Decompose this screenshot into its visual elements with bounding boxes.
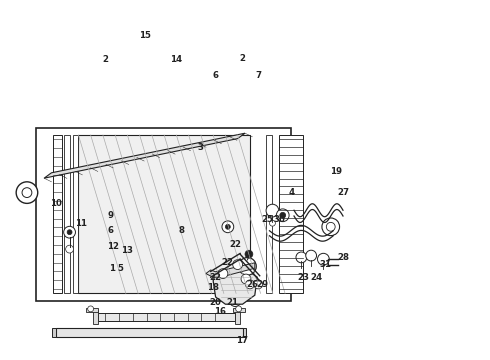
Text: 16: 16 [215, 307, 226, 316]
Text: 7: 7 [255, 71, 261, 80]
Circle shape [326, 222, 335, 231]
Bar [56, 328, 243, 337]
Bar [279, 135, 303, 293]
Text: 26: 26 [246, 280, 258, 289]
Polygon shape [213, 270, 257, 304]
Bar [266, 135, 272, 293]
Text: 30: 30 [273, 215, 285, 224]
Text: 25: 25 [261, 215, 273, 224]
Text: 15: 15 [139, 31, 150, 40]
Circle shape [64, 226, 75, 238]
Text: 22: 22 [210, 273, 221, 282]
Circle shape [322, 218, 340, 236]
Bar [64, 135, 70, 293]
Circle shape [245, 280, 254, 289]
Circle shape [266, 204, 279, 217]
Circle shape [241, 274, 251, 284]
Text: 17: 17 [237, 336, 248, 345]
Bar [86, 308, 98, 312]
Circle shape [245, 250, 253, 258]
Text: 9: 9 [107, 211, 113, 220]
Circle shape [296, 252, 307, 263]
Circle shape [88, 306, 94, 312]
Circle shape [254, 280, 263, 289]
Text: 21: 21 [227, 298, 239, 307]
Bar [93, 310, 98, 324]
Circle shape [276, 209, 289, 222]
Text: 13: 13 [122, 246, 133, 255]
Text: 18: 18 [207, 284, 219, 292]
Circle shape [66, 245, 74, 253]
Text: 6: 6 [107, 226, 113, 235]
Circle shape [318, 253, 329, 265]
Bar [235, 310, 240, 324]
Circle shape [222, 221, 234, 233]
Circle shape [306, 250, 317, 261]
Circle shape [218, 269, 228, 279]
Text: 22: 22 [229, 240, 241, 249]
Text: 5: 5 [117, 264, 123, 273]
Text: 28: 28 [337, 253, 349, 262]
Text: 10: 10 [50, 199, 62, 208]
Text: 29: 29 [256, 280, 268, 289]
Text: 19: 19 [330, 166, 342, 175]
Bar [243, 328, 246, 337]
Circle shape [225, 224, 230, 229]
Text: 20: 20 [210, 298, 221, 307]
Circle shape [270, 220, 275, 226]
Circle shape [67, 230, 72, 235]
Text: 12: 12 [107, 242, 119, 251]
Circle shape [239, 258, 256, 275]
Bar [36, 128, 291, 301]
Text: 4: 4 [289, 188, 294, 197]
Text: 8: 8 [178, 226, 184, 235]
Text: 3: 3 [198, 143, 204, 152]
Text: 14: 14 [171, 55, 182, 64]
Text: 2: 2 [240, 54, 245, 63]
Polygon shape [206, 263, 255, 277]
Bar [98, 313, 235, 321]
Text: 2: 2 [102, 55, 108, 64]
Bar [52, 328, 56, 337]
Circle shape [233, 298, 238, 303]
Text: 6: 6 [213, 71, 219, 80]
Text: 11: 11 [75, 219, 87, 228]
Circle shape [233, 260, 243, 270]
Circle shape [229, 295, 241, 306]
Text: 27: 27 [337, 188, 349, 197]
Bar [78, 135, 250, 293]
Circle shape [236, 306, 242, 312]
Text: 1: 1 [109, 264, 115, 273]
Bar [73, 135, 78, 293]
Bar [233, 308, 245, 312]
Text: 22: 22 [222, 258, 234, 267]
Circle shape [280, 212, 286, 218]
Circle shape [22, 188, 32, 198]
Text: 31: 31 [320, 260, 332, 269]
Text: 24: 24 [310, 273, 322, 282]
Polygon shape [44, 133, 245, 178]
Circle shape [16, 182, 38, 203]
Bar [53, 135, 62, 293]
Text: 23: 23 [298, 273, 310, 282]
